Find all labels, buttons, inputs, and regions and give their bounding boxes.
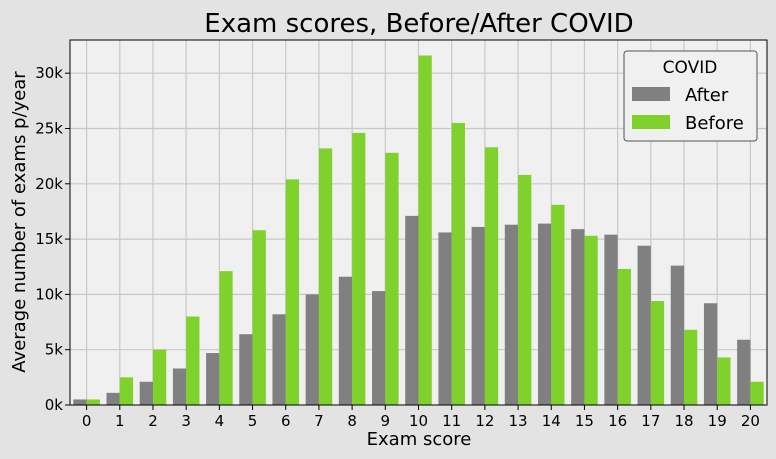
legend: COVID After Before	[623, 50, 758, 142]
x-tick-label: 8	[347, 412, 357, 430]
x-tick-label: 19	[708, 412, 727, 430]
bar-before	[684, 329, 698, 405]
x-tick-label: 17	[641, 412, 660, 430]
bar-before	[551, 204, 565, 405]
bar-before	[285, 179, 300, 405]
bar-after	[73, 399, 87, 405]
bar-after	[571, 229, 585, 405]
y-tick-label: 5k	[45, 341, 64, 359]
y-tick-label: 0k	[45, 396, 64, 414]
x-tick-label: 3	[181, 412, 191, 430]
bar-before	[152, 349, 167, 405]
bars	[73, 55, 764, 406]
bar-after	[504, 224, 519, 405]
bar-after	[405, 215, 419, 405]
x-tick-label: 20	[741, 412, 760, 430]
x-tick-label: 10	[409, 412, 428, 430]
bar-after	[172, 368, 187, 405]
chart-title: Exam scores, Before/After COVID	[204, 9, 633, 39]
y-tick-label: 10k	[35, 285, 63, 303]
x-tick-label: 13	[509, 412, 528, 430]
x-tick-label: 14	[542, 412, 561, 430]
bar-before	[186, 316, 200, 405]
x-tick-label: 12	[475, 412, 494, 430]
legend-label-after: After	[685, 85, 729, 106]
legend-swatch-after	[632, 87, 670, 101]
bar-after	[537, 223, 552, 405]
bar-after	[106, 392, 120, 405]
bar-before	[650, 301, 665, 405]
bar-after	[239, 334, 253, 405]
legend-swatch-before	[632, 115, 670, 129]
bar-before	[518, 174, 532, 405]
x-tick-label: 15	[575, 412, 594, 430]
bar-before	[717, 357, 731, 405]
y-axis-ticks: 0k 5k 10k 15k 20k 25k 30k	[35, 64, 70, 414]
bar-after	[206, 353, 220, 405]
legend-label-before: Before	[685, 113, 744, 134]
legend-title: COVID	[663, 58, 718, 78]
y-axis-label: Average number of exams p/year	[9, 71, 30, 373]
x-tick-label: 5	[248, 412, 258, 430]
bar-after	[670, 265, 685, 405]
bar-before	[484, 147, 499, 405]
y-tick-label: 30k	[35, 64, 63, 82]
x-tick-label: 11	[442, 412, 461, 430]
bar-before	[385, 152, 399, 405]
bar-after	[471, 226, 485, 405]
x-tick-label: 9	[381, 412, 391, 430]
bar-before	[252, 230, 266, 405]
x-tick-label: 7	[314, 412, 324, 430]
bar-after	[338, 276, 353, 405]
bar-after	[372, 291, 386, 405]
y-tick-label: 15k	[35, 230, 63, 248]
x-tick-label: 0	[82, 412, 92, 430]
x-tick-label: 18	[674, 412, 693, 430]
bar-before	[119, 377, 134, 405]
bar-before	[750, 381, 764, 405]
x-tick-label: 2	[148, 412, 158, 430]
bar-before	[617, 268, 631, 405]
y-tick-label: 20k	[35, 175, 63, 193]
x-axis-label: Exam score	[367, 429, 472, 450]
x-tick-label: 6	[281, 412, 291, 430]
bar-before	[219, 271, 233, 405]
x-axis-ticks: 0 1 2 3 4 5 6 7 8 9 10 11 12 13 14 15 16 17 18 19 20	[82, 405, 760, 430]
bar-before	[418, 55, 432, 405]
bar-after	[703, 303, 718, 405]
bar-after	[305, 294, 319, 405]
bar-before	[451, 122, 465, 406]
bar-before	[318, 148, 333, 406]
bar-after	[604, 234, 618, 405]
bar-before	[86, 399, 100, 405]
y-tick-label: 25k	[35, 119, 63, 137]
bar-before	[352, 132, 366, 405]
bar-after	[139, 381, 153, 405]
bar-after	[438, 232, 452, 405]
x-tick-label: 16	[608, 412, 627, 430]
bar-after	[272, 314, 286, 405]
x-tick-label: 1	[115, 412, 125, 430]
bar-before	[584, 235, 598, 405]
x-tick-label: 4	[215, 412, 225, 430]
bar-after	[637, 245, 651, 405]
bar-after	[737, 339, 751, 405]
